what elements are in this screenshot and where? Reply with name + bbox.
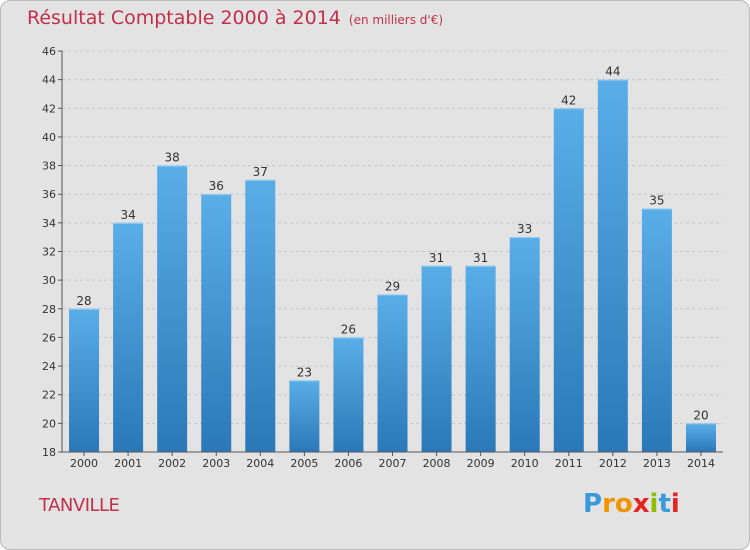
bar-value-label: 37: [253, 165, 268, 179]
x-tick-label: 2010: [511, 457, 539, 470]
bar: [157, 165, 188, 453]
bar-value-label: 42: [561, 93, 576, 107]
proxiti-logo: Proxiti: [583, 489, 680, 519]
bar-value-label: 36: [209, 179, 224, 193]
bar: [113, 222, 144, 452]
y-tick-label: 32: [42, 246, 56, 259]
x-tick-label: 2009: [467, 457, 495, 470]
logo-letter: P: [583, 489, 603, 519]
bar: [597, 79, 628, 453]
bar-value-label: 38: [165, 151, 180, 165]
bar: [553, 108, 584, 453]
x-tick-label: 2005: [290, 457, 318, 470]
y-tick-label: 40: [42, 131, 56, 144]
x-tick-label: 2012: [599, 457, 627, 470]
logo-letter: i: [670, 489, 680, 519]
bar-highlight: [641, 208, 672, 210]
logo-letter: t: [658, 489, 671, 519]
chart-subtitle: (en milliers d'€): [348, 13, 444, 27]
y-tick-label: 26: [42, 331, 56, 344]
bar-highlight: [69, 308, 100, 310]
x-tick-label: 2000: [70, 457, 98, 470]
y-tick-label: 20: [42, 417, 56, 430]
bar-value-label: 31: [429, 251, 444, 265]
bar-value-label: 29: [385, 279, 400, 293]
y-tick-label: 38: [42, 160, 56, 173]
bar-highlight: [465, 265, 496, 267]
bar: [421, 265, 452, 452]
bar: [69, 308, 100, 452]
x-tick-label: 2002: [158, 457, 186, 470]
x-tick-label: 2014: [687, 457, 715, 470]
bar: [465, 265, 496, 452]
bar-highlight: [553, 108, 584, 110]
bar-value-label: 26: [341, 322, 356, 336]
bar: [245, 179, 276, 452]
bar: [333, 337, 364, 452]
logo-letter: r: [602, 489, 615, 519]
logo-letter: o: [614, 489, 633, 519]
x-tick-label: 2004: [246, 457, 274, 470]
x-tick-label: 2006: [334, 457, 362, 470]
bar-highlight: [377, 294, 408, 296]
x-tick-label: 2007: [379, 457, 407, 470]
bar: [641, 208, 672, 452]
bar-value-label: 20: [693, 408, 708, 422]
chart-title-text: Résultat Comptable 2000 à 2014: [27, 7, 341, 29]
x-tick-label: 2001: [114, 457, 142, 470]
y-tick-label: 42: [42, 102, 56, 115]
bar: [201, 194, 232, 452]
bar-highlight: [333, 337, 364, 339]
bar-value-label: 33: [517, 222, 532, 236]
y-tick-label: 44: [42, 74, 56, 87]
x-tick-label: 2003: [202, 457, 230, 470]
bar-value-label: 35: [649, 194, 664, 208]
axes: 18 20 22 24 26 28 30 32 34 36 38 40 42 44 46 2000 2001 20…: [42, 45, 723, 470]
y-tick-label: 24: [42, 360, 56, 373]
x-tick-label: 2013: [643, 457, 671, 470]
bar-value-label: 34: [120, 208, 135, 222]
bar-value-label: 31: [473, 251, 488, 265]
bar-value-label: 44: [605, 65, 620, 79]
x-tick-label: 2011: [555, 457, 583, 470]
y-tick-label: 46: [42, 45, 56, 58]
logo-letter: x: [632, 489, 650, 519]
bar-highlight: [201, 194, 232, 196]
bar-value-label: 23: [297, 365, 312, 379]
commune-name: TANVILLE: [39, 495, 120, 516]
bar: [685, 423, 716, 452]
bar-highlight: [113, 222, 144, 224]
bar: [509, 237, 540, 452]
logo-letter: i: [649, 489, 659, 519]
y-tick-label: 34: [42, 217, 56, 230]
bar-highlight: [421, 265, 452, 267]
bar-highlight: [157, 165, 188, 167]
bar-highlight: [509, 237, 540, 239]
x-tick-label: 2008: [423, 457, 451, 470]
y-tick-label: 22: [42, 389, 56, 402]
y-tick-label: 18: [42, 446, 56, 459]
bar-highlight: [685, 423, 716, 425]
bars: 28 34 38 36 37 23 26 29 31 31 33 42 44 35 20: [69, 65, 716, 453]
bar-value-label: 28: [76, 294, 91, 308]
bar-highlight: [245, 179, 276, 181]
bar-highlight: [597, 79, 628, 81]
bar: [377, 294, 408, 452]
bar: [289, 380, 320, 452]
y-tick-label: 36: [42, 188, 56, 201]
y-tick-label: 28: [42, 303, 56, 316]
bar-highlight: [289, 380, 320, 382]
chart-title: Résultat Comptable 2000 à 2014 (en millie…: [27, 7, 443, 29]
y-tick-label: 30: [42, 274, 56, 287]
